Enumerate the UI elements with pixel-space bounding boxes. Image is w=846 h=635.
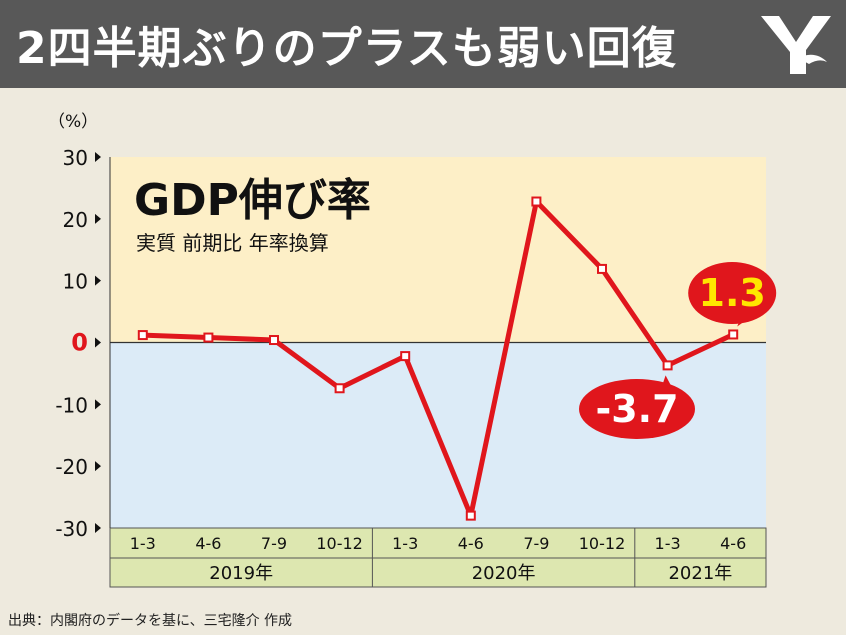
x-tick-label: 10-12 (579, 534, 626, 553)
x-tick-label: 1-3 (130, 534, 156, 553)
y-tick-label: -20 (55, 455, 88, 479)
source-note: 出典：内閣府のデータを基に、三宅隆介 作成 (8, 613, 293, 629)
data-label: -3.7 (595, 387, 678, 431)
y-tick-label: 0 (71, 329, 88, 357)
data-point (597, 263, 607, 274)
y-tick-label: -10 (55, 393, 88, 417)
y-tick-arrow (95, 461, 101, 472)
y-tick-arrow (95, 399, 101, 410)
callout-bubble (579, 379, 695, 439)
chart-subtitle: 実質 前期比 年率換算 (136, 231, 329, 255)
x-tick-label: 7-9 (261, 534, 287, 553)
gdp-line-chart: 1-3 4-6 7-9 10-12 1-3 4-6 7-9 10-12 1-3 4-6 2019年 2… (48, 112, 777, 588)
data-point (269, 335, 279, 346)
y-tick-arrow (95, 275, 101, 286)
y-tick-label: 10 (63, 270, 88, 294)
data-point (728, 329, 739, 340)
y-tick-label: 20 (63, 208, 88, 232)
data-point (137, 330, 148, 341)
y-tick-arrow (95, 523, 101, 533)
x-tick-label: 10-12 (316, 534, 363, 553)
headline: 2四半期ぶりのプラスも弱い回復 (16, 23, 677, 74)
y-tick-label: 30 (63, 146, 88, 170)
year-label: 2021年 (668, 563, 732, 584)
x-tick-label: 1-3 (655, 534, 681, 553)
year-label: 2020年 (472, 563, 536, 584)
x-tick-label: 4-6 (458, 534, 484, 553)
x-tick-label: 4-6 (720, 534, 746, 553)
y-tick-label: -30 (55, 517, 88, 541)
y-tick-arrow (95, 213, 101, 224)
data-label: 1.3 (699, 271, 766, 315)
brand-logo-icon (761, 16, 831, 74)
data-point (465, 510, 476, 521)
data-point (662, 360, 673, 371)
year-label: 2019年 (209, 563, 273, 584)
x-tick-label: 1-3 (392, 534, 418, 553)
chart-title: GDP伸び率 (134, 175, 371, 226)
callout-bubble (688, 262, 777, 324)
y-tick-arrow (95, 152, 101, 162)
data-point (531, 196, 542, 207)
y-tick-arrow (95, 337, 101, 348)
data-point (334, 383, 345, 394)
x-tick-label: 7-9 (523, 534, 549, 553)
title-banner: 2四半期ぶりのプラスも弱い回復 (0, 0, 846, 88)
year-band (109, 557, 767, 588)
data-point (400, 351, 411, 362)
data-point (203, 332, 214, 343)
positive-band (110, 157, 766, 343)
y-axis-unit: （%） (48, 112, 98, 132)
x-tick-label: 4-6 (195, 534, 221, 553)
gdp-series-line (142, 199, 735, 519)
